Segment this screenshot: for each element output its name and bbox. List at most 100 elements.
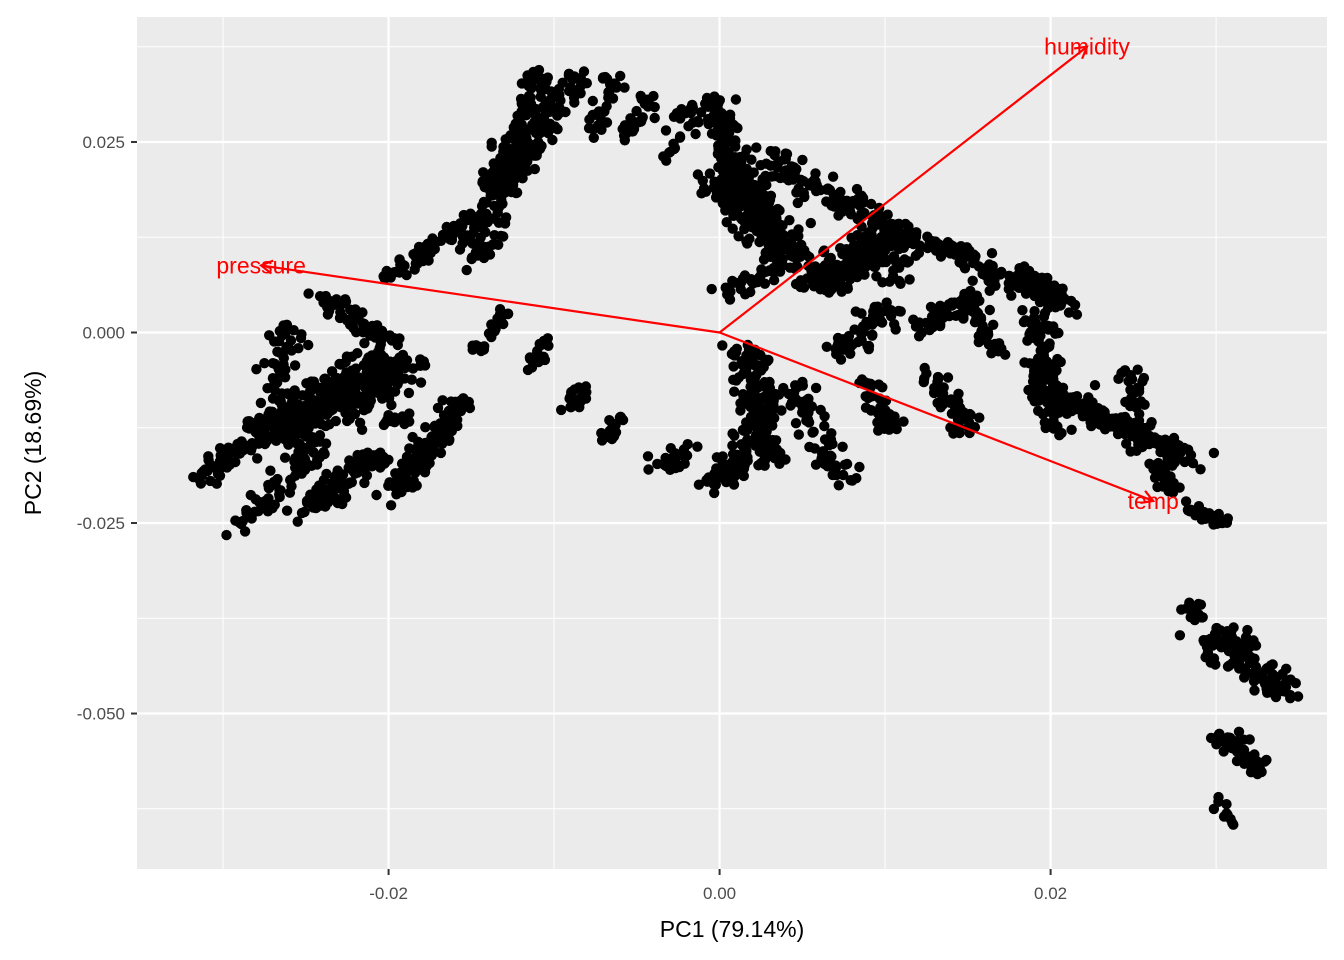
- scatter-point: [1025, 327, 1036, 338]
- scatter-point: [847, 475, 858, 486]
- scatter-point: [1071, 403, 1082, 415]
- scatter-point: [989, 275, 1000, 286]
- scatter-point: [390, 468, 401, 479]
- scatter-point: [692, 441, 703, 452]
- scatter-point: [424, 441, 435, 453]
- scatter-point: [974, 295, 985, 306]
- scatter-point: [579, 383, 590, 394]
- scatter-point: [760, 438, 772, 449]
- scatter-point: [946, 300, 958, 311]
- scatter-point: [1272, 684, 1284, 696]
- scatter-point: [358, 327, 369, 338]
- loading-arrow-temp: [719, 331, 1154, 502]
- scatter-point: [727, 440, 738, 451]
- scatter-point: [1256, 672, 1267, 683]
- scatter-point: [300, 415, 311, 426]
- scatter-point: [867, 252, 878, 264]
- scatter-point: [542, 72, 553, 83]
- scatter-point: [564, 393, 575, 404]
- scatter-point: [1208, 447, 1220, 459]
- scatter-point: [1052, 353, 1063, 365]
- scatter-point: [317, 395, 329, 406]
- scatter-point: [1063, 307, 1075, 318]
- scatter-point: [315, 385, 326, 396]
- scatter-point: [254, 412, 265, 424]
- scatter-point: [710, 192, 722, 203]
- scatter-point: [1249, 685, 1260, 696]
- scatter-point: [696, 188, 707, 199]
- loading-arrows: humidity pressure temp: [216, 34, 1178, 514]
- scatter-point: [555, 95, 566, 106]
- scatter-point: [867, 330, 878, 341]
- scatter-point: [642, 451, 654, 462]
- scatter-point: [333, 483, 344, 494]
- scatter-point: [735, 405, 746, 416]
- scatter-point: [635, 116, 647, 127]
- scatter-point: [255, 397, 267, 409]
- scatter-point: [1136, 422, 1148, 433]
- y-axis-title: PC2 (18.69%): [20, 371, 46, 515]
- scatter-point: [961, 242, 973, 253]
- scatter-point: [756, 230, 767, 241]
- scatter-point: [729, 386, 740, 397]
- scatter-point: [1176, 604, 1187, 615]
- scatter-point: [975, 312, 987, 323]
- scatter-point: [793, 429, 804, 440]
- scatter-point: [553, 83, 565, 95]
- scatter-point: [643, 464, 654, 475]
- scatter-point: [848, 262, 859, 273]
- scatter-point: [343, 378, 355, 389]
- scatter-point: [1116, 367, 1127, 379]
- scatter-point: [866, 229, 877, 240]
- scatter-point: [919, 362, 930, 374]
- scatter-point: [904, 274, 915, 285]
- scatter-point: [980, 263, 991, 274]
- scatter-point: [251, 364, 262, 375]
- scatter-point: [565, 82, 576, 93]
- scatter-point: [878, 306, 889, 317]
- scatter-point: [397, 411, 408, 422]
- scatter-point: [737, 195, 749, 206]
- scatter-point: [1254, 763, 1266, 775]
- scatter-point: [760, 247, 771, 258]
- scatter-point: [343, 478, 354, 489]
- scatter-point: [835, 243, 846, 254]
- scatter-point: [869, 261, 880, 272]
- scatter-point: [738, 425, 750, 436]
- scatter-point: [835, 341, 847, 352]
- scatter-point: [815, 404, 826, 416]
- scatter-point: [728, 479, 740, 490]
- scatter-point: [821, 184, 832, 195]
- scatter-point: [808, 281, 820, 292]
- scatter-point: [889, 233, 900, 245]
- scatter-point: [300, 457, 312, 468]
- scatter-point: [506, 183, 517, 194]
- scatter-point: [934, 311, 945, 322]
- scatter-point: [483, 328, 495, 339]
- scatter-point: [301, 378, 312, 389]
- scatter-point: [267, 358, 279, 369]
- scatter-point: [1059, 397, 1070, 409]
- scatter-point: [845, 209, 857, 220]
- scatter-point: [768, 275, 780, 286]
- scatter-point: [464, 402, 476, 414]
- scatter-point: [743, 207, 754, 218]
- scatter-point: [320, 290, 331, 302]
- scatter-point: [364, 378, 375, 390]
- scatter-point: [265, 465, 276, 476]
- scatter-point: [385, 500, 397, 511]
- scatter-point: [741, 236, 752, 247]
- scatter-point: [749, 390, 761, 402]
- scatter-point: [279, 372, 291, 383]
- scatter-point: [1200, 652, 1211, 663]
- scatter-point: [866, 405, 877, 416]
- scatter-point: [293, 446, 304, 458]
- scatter-point: [780, 165, 791, 176]
- scatter-point: [856, 198, 867, 209]
- scatter-point: [875, 402, 886, 413]
- scatter-point: [253, 506, 264, 517]
- scatter-point: [717, 198, 728, 209]
- scatter-point: [730, 178, 742, 189]
- scatter-point: [290, 462, 301, 473]
- scatter-point: [829, 201, 840, 212]
